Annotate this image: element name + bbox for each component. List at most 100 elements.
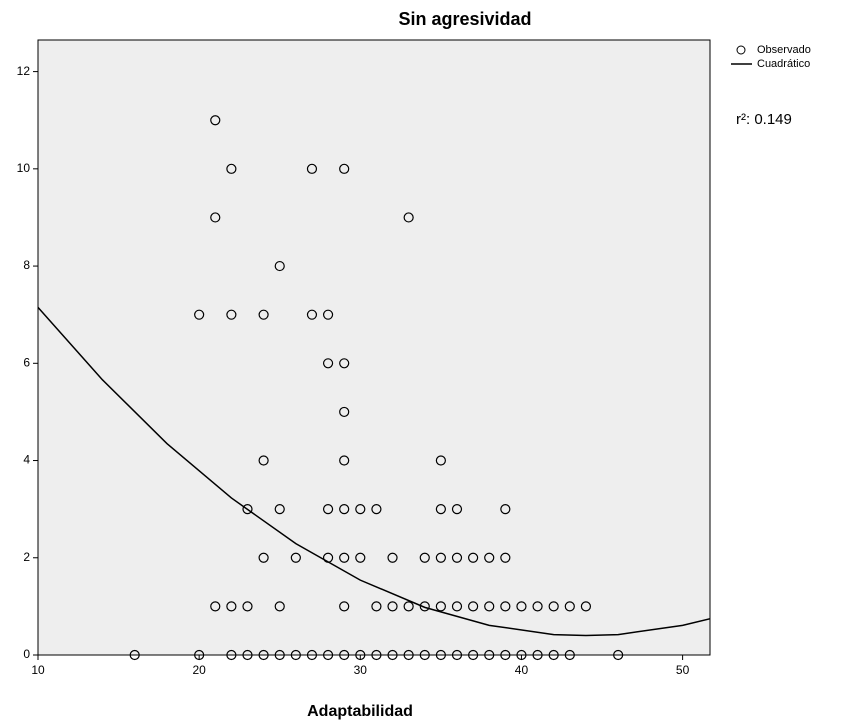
data-point	[548, 649, 559, 661]
y-tick-label: 8	[23, 258, 30, 272]
data-point	[290, 649, 301, 661]
data-point	[435, 552, 446, 563]
data-point	[484, 601, 495, 612]
data-point	[322, 649, 334, 661]
data-point	[371, 601, 382, 612]
data-point	[387, 552, 398, 563]
data-point	[451, 601, 463, 612]
data-point	[339, 601, 350, 612]
data-point	[532, 649, 543, 661]
data-point	[419, 552, 430, 563]
y-tick-label: 0	[23, 647, 30, 661]
data-point	[500, 601, 511, 612]
legend-label: Observado	[757, 44, 811, 56]
data-point	[274, 260, 285, 272]
data-point	[322, 504, 334, 515]
data-point	[339, 649, 350, 661]
data-point	[242, 601, 253, 612]
r-squared: r²: 0.149	[736, 111, 792, 128]
data-point	[468, 601, 479, 612]
data-point	[435, 649, 446, 661]
data-point	[451, 649, 463, 661]
data-point	[226, 309, 237, 320]
data-point	[484, 552, 495, 563]
data-point	[371, 649, 382, 661]
data-point	[242, 649, 253, 661]
data-point	[339, 552, 350, 563]
data-point	[468, 649, 479, 661]
data-point	[355, 552, 366, 563]
x-tick-label: 50	[676, 663, 690, 677]
data-point	[339, 358, 350, 369]
data-point	[403, 649, 414, 661]
data-point	[419, 649, 430, 661]
data-point	[580, 601, 592, 612]
data-point	[500, 504, 511, 515]
data-point	[403, 601, 414, 612]
data-point	[274, 601, 285, 612]
x-tick-label: 40	[515, 663, 529, 677]
data-point	[451, 504, 463, 515]
data-point	[322, 358, 334, 369]
fit-line	[38, 306, 710, 637]
data-point	[355, 504, 366, 515]
data-point	[516, 601, 527, 612]
data-point	[435, 504, 446, 515]
data-point	[435, 601, 446, 612]
data-point	[322, 309, 334, 320]
data-point	[468, 552, 479, 563]
data-point	[290, 552, 301, 563]
data-point	[274, 649, 285, 661]
data-point	[226, 163, 237, 174]
data-point	[339, 406, 350, 418]
data-point	[613, 649, 624, 661]
x-axis-label: Adaptabilidad	[307, 703, 413, 720]
data-point	[210, 115, 221, 126]
chart-title: Sin agresividad	[398, 9, 531, 29]
data-point	[226, 649, 237, 661]
data-point	[258, 309, 269, 320]
data-point	[403, 212, 414, 223]
y-tick-label: 2	[23, 550, 30, 564]
y-tick-label: 6	[23, 355, 30, 369]
data-point	[258, 455, 269, 466]
data-point	[194, 309, 205, 320]
data-point	[451, 552, 463, 563]
y-tick-label: 10	[17, 161, 31, 175]
data-point	[355, 649, 366, 661]
data-point	[306, 309, 318, 320]
data-point	[339, 163, 350, 174]
x-tick-label: 30	[354, 663, 368, 677]
y-tick-label: 12	[17, 64, 31, 78]
plot-area	[37, 39, 711, 656]
data-point	[339, 455, 350, 466]
legend-label: Cuadrático	[757, 58, 810, 70]
legend-marker	[736, 45, 746, 55]
data-point	[210, 601, 221, 612]
data-point	[258, 552, 269, 563]
data-point	[210, 212, 221, 223]
data-point	[339, 504, 350, 515]
data-point	[500, 552, 511, 563]
data-point	[371, 504, 382, 515]
data-point	[387, 601, 398, 612]
y-tick-label: 4	[23, 453, 30, 467]
data-point	[532, 601, 543, 612]
data-point	[226, 601, 237, 612]
data-point	[548, 601, 559, 612]
x-tick-label: 20	[192, 663, 206, 677]
data-point	[387, 649, 398, 661]
data-point	[306, 163, 318, 174]
data-point	[129, 649, 140, 661]
data-point	[419, 601, 430, 612]
data-point	[274, 504, 285, 515]
data-point	[306, 649, 318, 661]
x-tick-label: 10	[31, 663, 45, 677]
data-point	[194, 649, 205, 661]
data-point	[242, 504, 253, 515]
data-point	[564, 649, 575, 661]
data-point	[500, 649, 511, 661]
data-point	[516, 649, 527, 661]
data-point	[258, 649, 269, 661]
